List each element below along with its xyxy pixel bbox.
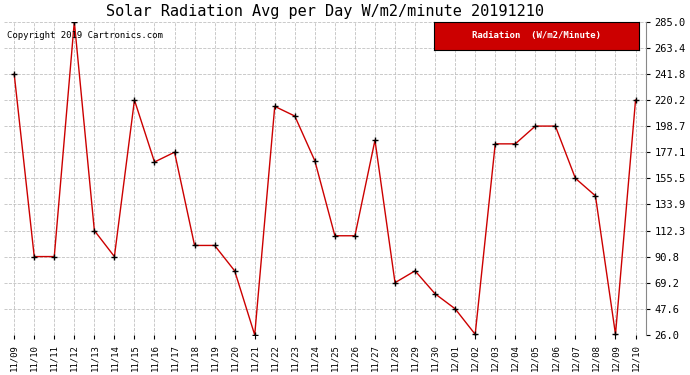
Text: Copyright 2019 Cartronics.com: Copyright 2019 Cartronics.com — [8, 31, 164, 40]
Title: Solar Radiation Avg per Day W/m2/minute 20191210: Solar Radiation Avg per Day W/m2/minute … — [106, 4, 544, 19]
